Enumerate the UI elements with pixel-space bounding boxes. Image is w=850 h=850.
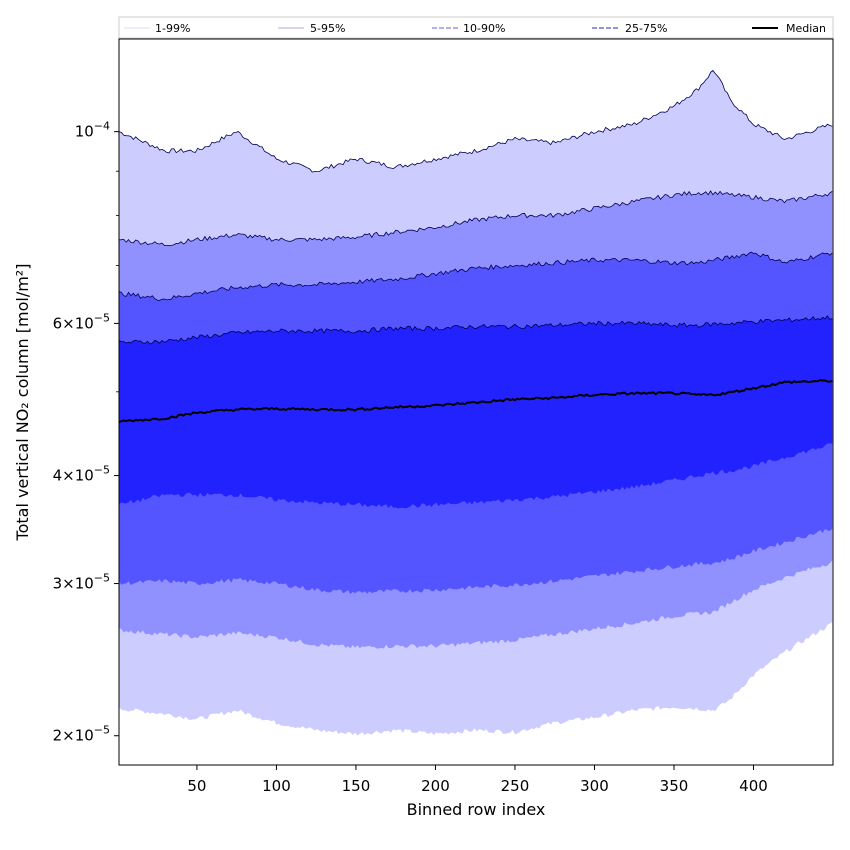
- y-axis: 2×10−5 3×10−5 4×10−5 6×10−5 10−4: [53, 120, 119, 745]
- x-tick-label: 350: [660, 777, 689, 795]
- x-tick-label: 250: [501, 777, 530, 795]
- x-tick-label: 150: [342, 777, 371, 795]
- x-axis-label: Binned row index: [407, 800, 546, 819]
- legend-label: 10-90%: [463, 22, 505, 35]
- x-tick-label: 200: [421, 777, 450, 795]
- median-layer: [118, 378, 833, 424]
- y-tick-label: 2×10−5: [53, 724, 110, 745]
- x-axis: 50 100 150 200 250 300 350 400: [187, 765, 768, 795]
- band-25-75-area: [119, 315, 833, 509]
- y-tick-label: 3×10−5: [53, 572, 110, 593]
- band-10-90-upper-edge: [118, 251, 833, 301]
- x-tick-label: 50: [187, 777, 206, 795]
- legend-label: 25-75%: [625, 22, 667, 35]
- band-25-75-upper-edge: [118, 315, 833, 345]
- legend-box: [118, 16, 834, 39]
- y-tick-label: 6×10−5: [53, 311, 110, 332]
- y-tick-label: 4×10−5: [53, 464, 110, 485]
- legend: 1-99% 5-95% 10-90% 25-75% Median: [118, 16, 834, 39]
- band-5-95-upper-edge: [118, 190, 833, 247]
- legend-label: 1-99%: [155, 22, 190, 35]
- median-line: [118, 378, 833, 424]
- legend-label: Median: [786, 22, 826, 35]
- y-axis-label: Total vertical NO₂ column [mol/m²]: [13, 264, 32, 542]
- plot-frame: [118, 38, 834, 766]
- x-tick-label: 100: [262, 777, 291, 795]
- x-tick-label: 300: [580, 777, 609, 795]
- legend-label: 5-95%: [310, 22, 345, 35]
- bands-layer: [118, 69, 833, 736]
- band-1-99-upper-edge: [118, 69, 833, 173]
- x-tick-label: 400: [739, 777, 768, 795]
- y-tick-label: 10−4: [75, 120, 110, 141]
